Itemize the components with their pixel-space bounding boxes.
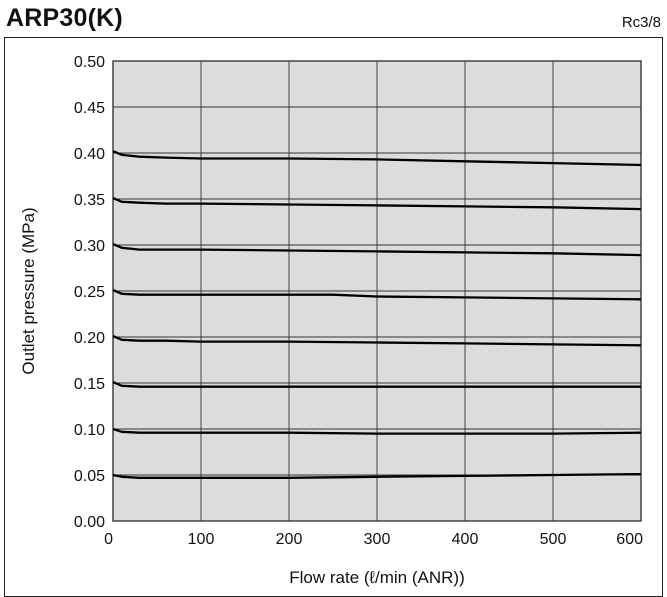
y-tick-label: 0.05 xyxy=(74,468,105,485)
pressure-curve xyxy=(112,150,642,167)
y-tick-label: 0.35 xyxy=(74,192,105,209)
y-tick-label: 0.45 xyxy=(74,100,105,117)
x-axis-label: Flow rate (ℓ/min (ANR)) xyxy=(289,568,465,587)
port-size-label: Rc3/8 xyxy=(621,14,661,31)
y-tick-label: 0.10 xyxy=(74,422,105,439)
pressure-curve xyxy=(112,197,642,211)
x-tick-label: 400 xyxy=(452,531,479,548)
y-axis-label: Outlet pressure (MPa) xyxy=(19,207,38,374)
x-tick-label: 600 xyxy=(616,531,643,548)
x-tick-label: 100 xyxy=(188,531,215,548)
x-tick-label: 300 xyxy=(364,531,391,548)
x-tick-labels: 0 100 200 300 400 500 600 xyxy=(104,531,643,548)
curves xyxy=(112,150,642,479)
y-tick-labels: 0.00 0.05 0.10 0.15 0.20 0.25 0.30 0.35 0.40 0.45… xyxy=(74,54,105,531)
x-tick-label: 200 xyxy=(276,531,303,548)
pressure-curve xyxy=(112,472,642,479)
y-tick-label: 0.15 xyxy=(74,376,105,393)
x-tick-label: 500 xyxy=(540,531,567,548)
grid-lines xyxy=(112,60,642,522)
y-tick-label: 0.50 xyxy=(74,54,105,71)
pressure-curve xyxy=(112,243,642,257)
y-tick-label: 0.20 xyxy=(74,330,105,347)
pressure-curve xyxy=(112,381,641,388)
pressure-curve xyxy=(112,335,642,347)
y-tick-label: 0.00 xyxy=(74,514,105,531)
x-tick-label: 0 xyxy=(104,531,113,548)
pressure-curve xyxy=(112,427,642,435)
y-tick-label: 0.25 xyxy=(74,284,105,301)
pressure-curve xyxy=(112,289,642,301)
y-tick-label: 0.30 xyxy=(74,238,105,255)
chart-title: ARP30(K) xyxy=(6,4,123,32)
y-tick-label: 0.40 xyxy=(74,146,105,163)
